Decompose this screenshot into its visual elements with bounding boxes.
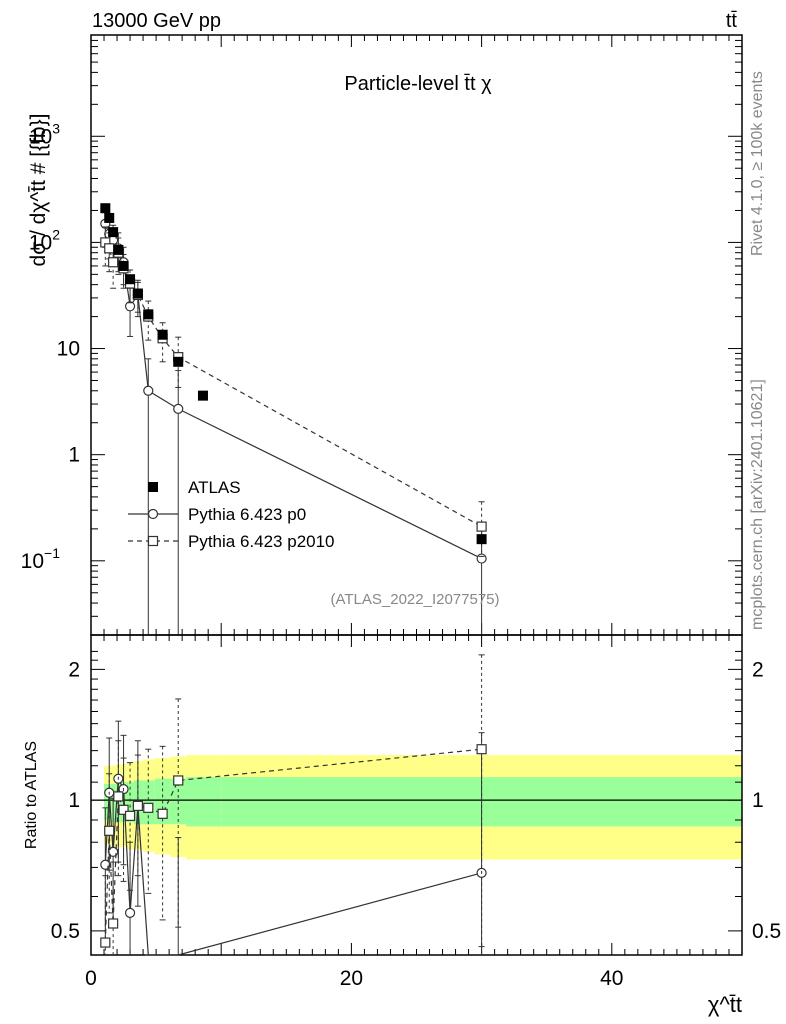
main-plot: 10−1 1 10 103 102 xyxy=(21,34,743,636)
ratio-plot: 0 20 40 0.5 0.5 1 1 2 2 xyxy=(51,634,781,990)
legend-label: Pythia 6.423 p2010 xyxy=(188,532,335,551)
y-tick-label: 1 xyxy=(68,444,80,467)
ratio-pythia-p2010-point xyxy=(157,808,168,819)
ratio-pythia-p0-point xyxy=(124,907,136,919)
main-pythia-p0-point xyxy=(143,385,154,396)
uncertainty-band-inner xyxy=(143,780,155,825)
process-label: tt̄ xyxy=(726,10,738,32)
main-pythia-p2010-point xyxy=(108,257,119,268)
main-title: Particle-level t̄t χ xyxy=(344,73,492,95)
ratio-pythia-p2010-point xyxy=(108,918,119,929)
y-tick-label: 102 xyxy=(29,226,60,254)
ratio-pythia-p2010-point xyxy=(124,810,136,821)
ratio-pythia-p2010-point xyxy=(113,791,124,802)
x-tick-label: 20 xyxy=(340,967,363,990)
ratio-pythia-p0-line xyxy=(104,776,482,956)
ratio-y-tick-label: 2 xyxy=(68,658,80,681)
main-atlas-point xyxy=(100,203,111,214)
ratio-y-tick-label-right: 0.5 xyxy=(752,920,781,943)
legend-label: ATLAS xyxy=(188,478,241,497)
ratio-y-axis-label: Ratio to ATLAS xyxy=(23,741,40,849)
ratio-pythia-p2010-point xyxy=(143,802,154,813)
uncertainty-band-inner xyxy=(104,783,108,821)
main-pythia-p2010-line xyxy=(104,242,482,528)
ratio-pythia-p2010-point xyxy=(173,775,184,786)
ratio-pythia-p2010-point xyxy=(132,800,143,811)
main-atlas-point xyxy=(132,288,143,299)
legend: ATLAS Pythia 6.423 p0 Pythia 6.423 p2010 xyxy=(128,478,335,551)
main-atlas-point xyxy=(173,356,184,367)
main-atlas-point xyxy=(197,390,208,401)
main-atlas-point xyxy=(157,329,168,340)
main-atlas-point xyxy=(113,244,124,255)
main-pythia-p2010-point xyxy=(104,243,115,254)
main-atlas-point xyxy=(118,260,129,271)
ratio-y-tick-label-right: 1 xyxy=(752,789,764,812)
main-pythia-p2010-point xyxy=(476,521,487,532)
legend-label: Pythia 6.423 p0 xyxy=(188,505,306,524)
mcplots-label: mcplots.cern.ch [arXiv:2401.10621] xyxy=(749,379,766,630)
main-atlas-point xyxy=(108,227,119,238)
ratio-y-tick-label-right: 2 xyxy=(752,658,764,681)
ratio-y-tick-label: 1 xyxy=(68,789,80,812)
legend-p2010-marker xyxy=(147,535,159,547)
energy-label: 13000 GeV pp xyxy=(92,10,221,32)
uncertainty-band-inner xyxy=(186,777,222,827)
main-pythia-p0-point xyxy=(173,403,184,414)
main-atlas-point xyxy=(143,309,154,320)
ratio-pythia-p2010-point xyxy=(118,804,129,815)
legend-p0-marker xyxy=(147,508,159,520)
ratio-pythia-p2010-point xyxy=(100,937,111,948)
rivet-label: Rivet 4.1.0, ≥ 100k events xyxy=(749,71,766,256)
main-atlas-point xyxy=(476,534,487,545)
y-tick-label: 10−1 xyxy=(21,545,61,573)
main-y-axis-label: dσ / dχ^t̄t # [{fb}] xyxy=(27,114,50,267)
x-tick-label: 0 xyxy=(85,967,97,990)
y-tick-label: 10 xyxy=(57,338,80,361)
uncertainty-band-inner xyxy=(126,782,134,823)
main-atlas-point xyxy=(125,274,136,285)
ratio-y-tick-label: 0.5 xyxy=(51,920,80,943)
legend-atlas-marker xyxy=(148,482,158,492)
x-axis-label: χ^t̄t xyxy=(708,992,742,1017)
main-pythia-p0-point xyxy=(476,553,487,564)
y-tick-label: 103 xyxy=(29,120,60,148)
analysis-label: (ATLAS_2022_I2077575) xyxy=(330,591,499,608)
x-tick-label: 40 xyxy=(600,967,623,990)
main-atlas-point xyxy=(104,212,115,223)
ratio-pythia-p2010-point xyxy=(476,744,487,755)
ratio-pythia-p2010-point xyxy=(104,825,115,836)
